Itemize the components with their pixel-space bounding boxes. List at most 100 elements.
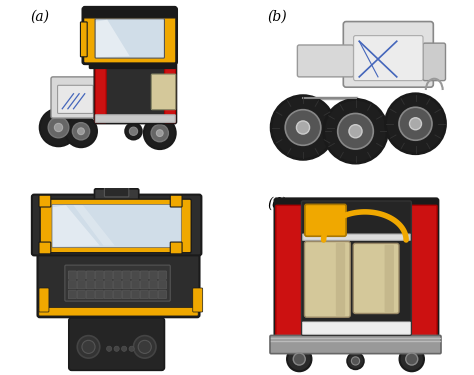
FancyBboxPatch shape: [86, 280, 94, 289]
FancyBboxPatch shape: [104, 290, 112, 298]
FancyBboxPatch shape: [305, 204, 346, 236]
FancyBboxPatch shape: [39, 308, 198, 316]
Circle shape: [78, 128, 84, 135]
FancyBboxPatch shape: [164, 61, 175, 123]
FancyBboxPatch shape: [407, 206, 437, 338]
FancyBboxPatch shape: [158, 290, 166, 298]
FancyBboxPatch shape: [170, 242, 182, 254]
FancyBboxPatch shape: [353, 243, 399, 314]
Circle shape: [129, 127, 137, 135]
Circle shape: [285, 110, 321, 146]
FancyBboxPatch shape: [65, 265, 170, 301]
FancyBboxPatch shape: [131, 290, 139, 298]
FancyBboxPatch shape: [275, 199, 438, 343]
Circle shape: [55, 123, 63, 132]
FancyBboxPatch shape: [68, 290, 76, 298]
FancyBboxPatch shape: [81, 22, 87, 57]
Circle shape: [400, 347, 424, 371]
FancyBboxPatch shape: [52, 204, 182, 248]
FancyBboxPatch shape: [122, 280, 130, 289]
FancyBboxPatch shape: [113, 271, 121, 279]
FancyBboxPatch shape: [149, 271, 157, 279]
FancyBboxPatch shape: [95, 115, 175, 122]
Circle shape: [125, 123, 142, 140]
Circle shape: [324, 99, 387, 163]
FancyBboxPatch shape: [68, 271, 76, 279]
FancyBboxPatch shape: [170, 195, 182, 207]
Circle shape: [144, 117, 176, 149]
FancyBboxPatch shape: [95, 290, 103, 298]
Text: (d): (d): [267, 197, 287, 211]
FancyBboxPatch shape: [90, 56, 176, 68]
FancyBboxPatch shape: [57, 86, 93, 113]
FancyBboxPatch shape: [149, 290, 157, 298]
FancyBboxPatch shape: [77, 271, 85, 279]
FancyBboxPatch shape: [343, 21, 433, 87]
FancyBboxPatch shape: [113, 280, 121, 289]
FancyBboxPatch shape: [77, 280, 85, 289]
FancyBboxPatch shape: [84, 7, 176, 18]
Circle shape: [347, 352, 364, 369]
Circle shape: [73, 123, 90, 140]
Circle shape: [151, 124, 168, 142]
Circle shape: [385, 94, 446, 154]
FancyBboxPatch shape: [77, 290, 85, 298]
Circle shape: [107, 346, 112, 351]
FancyBboxPatch shape: [113, 290, 121, 298]
FancyBboxPatch shape: [39, 242, 51, 254]
FancyBboxPatch shape: [140, 290, 148, 298]
Circle shape: [296, 121, 310, 134]
FancyBboxPatch shape: [301, 201, 411, 335]
FancyBboxPatch shape: [39, 195, 51, 207]
FancyBboxPatch shape: [140, 271, 148, 279]
FancyBboxPatch shape: [94, 189, 139, 202]
Circle shape: [293, 353, 305, 365]
Circle shape: [138, 340, 151, 353]
Circle shape: [351, 357, 360, 365]
FancyBboxPatch shape: [131, 280, 139, 289]
FancyBboxPatch shape: [140, 280, 148, 289]
FancyBboxPatch shape: [384, 245, 394, 312]
FancyBboxPatch shape: [86, 271, 94, 279]
Circle shape: [134, 336, 156, 358]
Circle shape: [77, 336, 100, 358]
FancyBboxPatch shape: [68, 280, 76, 289]
Circle shape: [82, 340, 95, 353]
FancyBboxPatch shape: [297, 45, 354, 77]
FancyBboxPatch shape: [149, 280, 157, 289]
FancyBboxPatch shape: [270, 335, 441, 354]
FancyBboxPatch shape: [131, 271, 139, 279]
FancyBboxPatch shape: [69, 318, 164, 370]
FancyBboxPatch shape: [104, 280, 112, 289]
FancyBboxPatch shape: [95, 61, 106, 123]
FancyBboxPatch shape: [158, 271, 166, 279]
FancyBboxPatch shape: [354, 36, 423, 81]
FancyBboxPatch shape: [193, 288, 203, 312]
Circle shape: [129, 346, 134, 351]
FancyBboxPatch shape: [302, 322, 410, 334]
FancyBboxPatch shape: [304, 242, 350, 317]
FancyBboxPatch shape: [86, 290, 94, 298]
FancyBboxPatch shape: [336, 243, 345, 316]
FancyBboxPatch shape: [95, 280, 103, 289]
Circle shape: [114, 346, 119, 351]
FancyBboxPatch shape: [94, 60, 176, 123]
Circle shape: [399, 107, 432, 140]
FancyBboxPatch shape: [40, 199, 191, 253]
Circle shape: [121, 346, 127, 351]
FancyBboxPatch shape: [83, 8, 177, 64]
Circle shape: [410, 118, 421, 130]
Circle shape: [48, 117, 69, 138]
FancyBboxPatch shape: [37, 247, 200, 317]
Polygon shape: [53, 206, 100, 247]
Circle shape: [349, 124, 362, 138]
Text: (b): (b): [267, 9, 287, 23]
Circle shape: [40, 109, 77, 146]
FancyBboxPatch shape: [151, 74, 176, 110]
FancyBboxPatch shape: [32, 195, 201, 255]
FancyBboxPatch shape: [104, 271, 112, 279]
FancyBboxPatch shape: [51, 77, 107, 118]
Polygon shape: [96, 20, 130, 57]
FancyBboxPatch shape: [302, 234, 410, 240]
Circle shape: [65, 116, 97, 147]
